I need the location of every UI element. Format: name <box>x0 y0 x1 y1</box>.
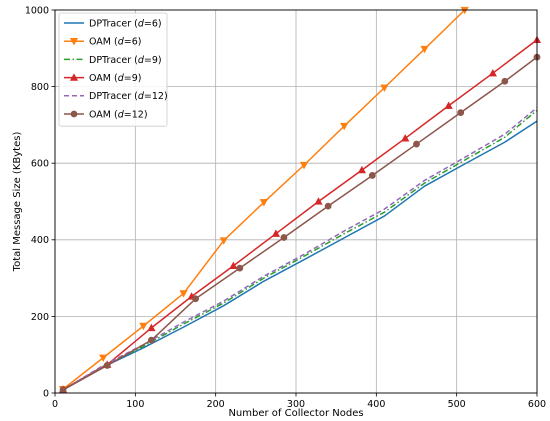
data-point <box>259 199 268 207</box>
data-point <box>271 229 281 237</box>
y-tick-label: 400 <box>31 235 49 246</box>
data-point <box>457 109 465 117</box>
data-point <box>357 165 366 174</box>
data-point <box>280 234 288 241</box>
legend-label: OAM (d=6) <box>89 37 141 48</box>
data-point <box>299 161 309 170</box>
series-1 <box>58 6 469 394</box>
series-line <box>62 107 538 391</box>
data-point <box>99 354 108 362</box>
x-tick-label: 600 <box>528 399 546 410</box>
x-tick-label: 400 <box>367 399 385 410</box>
data-point <box>488 68 497 77</box>
series-line <box>62 39 538 391</box>
series-2 <box>62 109 538 391</box>
data-point <box>59 386 67 394</box>
data-point <box>401 134 410 142</box>
data-point <box>324 202 332 210</box>
y-tick-label: 0 <box>43 388 49 399</box>
series-layer <box>58 6 541 394</box>
legend-item: OAM (d=6) <box>64 37 141 48</box>
axis-ticks: 0 100 200 300 400 500 600 0 200 400 600 800 1000 <box>25 5 546 410</box>
data-point <box>501 77 509 85</box>
y-tick-label: 800 <box>31 82 49 93</box>
data-point-legend <box>69 73 79 81</box>
x-tick-label: 300 <box>287 399 305 410</box>
legend-label: DPTracer (d=6) <box>89 18 162 29</box>
series-line <box>62 56 538 391</box>
legend-item: DPTracer (d=9) <box>64 55 162 66</box>
data-point <box>413 140 420 148</box>
data-point <box>236 264 244 272</box>
data-point <box>420 45 429 54</box>
series-4 <box>62 107 538 391</box>
data-point <box>340 122 349 131</box>
legend-label: OAM (d=12) <box>89 109 148 120</box>
data-point <box>179 290 188 298</box>
y-tick-label: 1000 <box>25 5 49 16</box>
x-axis-label: Number of Collector Nodes <box>228 408 363 419</box>
data-point <box>147 336 155 344</box>
data-point <box>368 172 376 179</box>
series-0 <box>62 120 538 391</box>
data-point <box>192 295 199 303</box>
y-axis-label: Total Message Size (KBytes) <box>12 132 23 273</box>
series-line <box>62 120 538 391</box>
series-5 <box>59 53 541 394</box>
x-tick-label: 100 <box>126 399 144 410</box>
data-point <box>147 323 156 332</box>
series-line <box>62 109 538 391</box>
legend-item: OAM (d=12) <box>64 109 148 120</box>
data-point <box>444 101 453 109</box>
data-point <box>314 197 323 205</box>
data-point-legend <box>70 110 78 118</box>
legend-item: DPTracer (d=6) <box>64 18 162 29</box>
data-point <box>380 84 389 92</box>
x-tick-label: 0 <box>52 399 58 410</box>
legend-label: DPTracer (d=12) <box>89 91 168 102</box>
legend-item: OAM (d=9) <box>64 73 141 84</box>
x-tick-label: 500 <box>448 399 466 410</box>
y-tick-label: 200 <box>31 312 49 323</box>
legend-frame <box>58 12 168 127</box>
legend-label: OAM (d=9) <box>89 73 141 84</box>
data-point-legend <box>69 38 79 46</box>
data-point <box>229 261 238 270</box>
legend-item: DPTracer (d=12) <box>64 91 168 102</box>
y-tick-label: 600 <box>31 159 49 170</box>
data-point <box>219 237 228 245</box>
data-point <box>139 322 148 331</box>
x-tick-label: 200 <box>207 399 225 410</box>
legend: DPTracer (d=6) OAM (d=6) DPTracer (d=9) OAM… <box>58 12 168 127</box>
data-point <box>103 362 111 369</box>
legend-label: DPTracer (d=9) <box>89 55 162 66</box>
